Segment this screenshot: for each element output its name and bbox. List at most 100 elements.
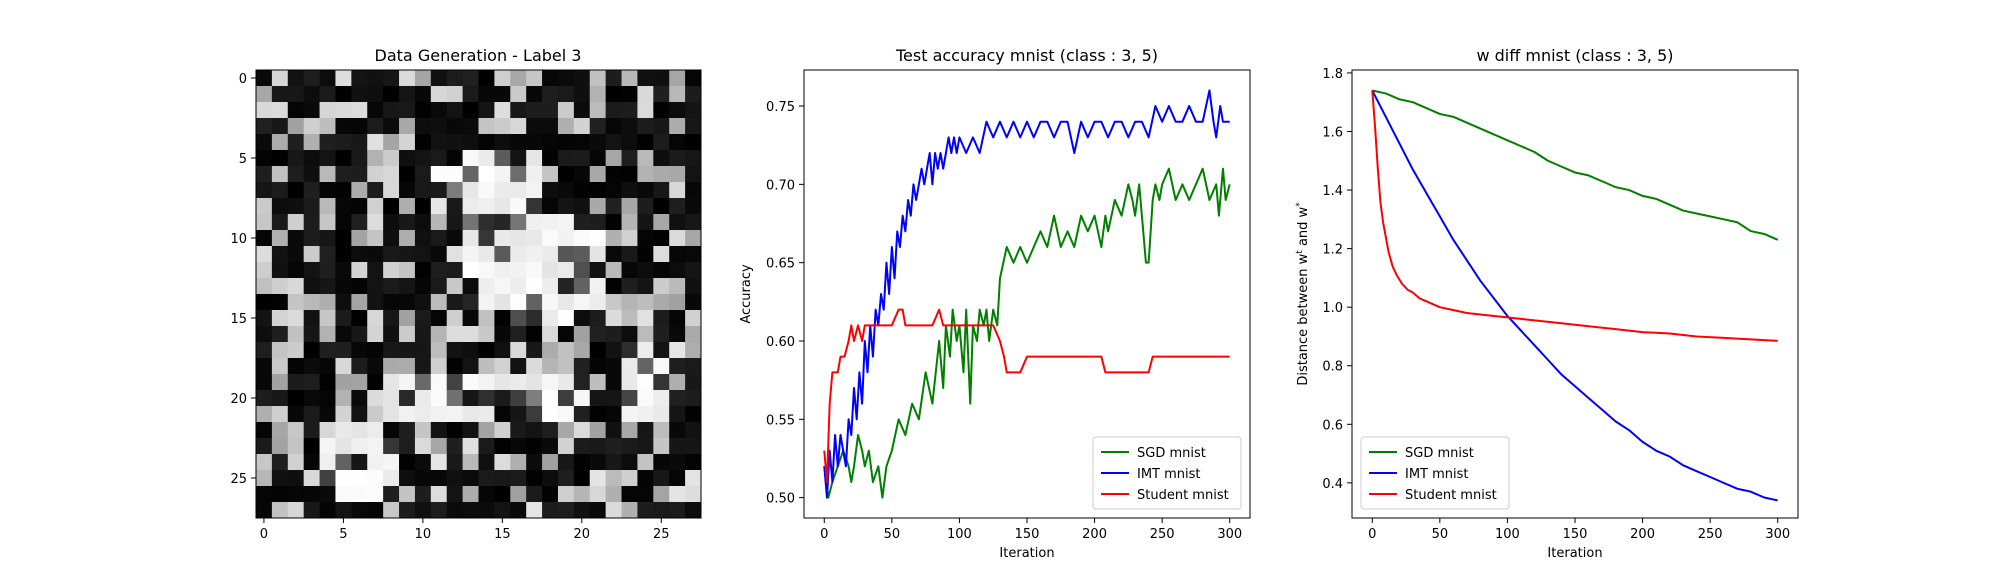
heatmap-cell [605,262,623,279]
heatmap-cell [542,486,559,503]
heatmap-cell [430,358,448,375]
heatmap-cell [287,294,305,311]
heatmap-cell [478,454,495,471]
heatmap-cell [685,454,702,471]
heatmap-cell [510,214,527,231]
heatmap-x-tick-label: 0 [260,527,268,542]
heatmap-cell [653,214,670,231]
heatmap-cell [605,422,623,439]
heatmap-cell [367,134,384,151]
heatmap-cell [414,118,432,135]
heatmap-cell [542,198,559,215]
heatmap-cell [383,166,400,183]
heatmap-cell [605,470,623,487]
heatmap-cell [494,230,511,247]
heatmap-cell [621,262,638,279]
heatmap-cell [303,406,321,423]
heatmap-cell [494,150,511,167]
heatmap-cell [430,70,448,87]
heatmap-cell [526,486,543,503]
heatmap-cell [256,278,273,295]
heatmap-cell [335,134,352,151]
heatmap-cell [446,118,464,135]
accuracy-x-tick-label: 200 [1082,527,1107,542]
heatmap-cell [653,502,670,519]
heatmap-cell [271,438,289,455]
heatmap-cell [621,230,638,247]
heatmap-cell [653,358,670,375]
heatmap-cell [526,406,543,423]
heatmap-cell [462,406,479,423]
heatmap-cell [335,230,352,247]
heatmap-cell [557,422,575,439]
heatmap-cell [573,70,591,87]
heatmap-cell [557,374,575,391]
heatmap-cell [335,438,352,455]
heatmap-cell [271,358,289,375]
heatmap-cell [462,246,479,263]
heatmap-cell [414,374,432,391]
heatmap-cell [287,502,305,519]
heatmap-cell [494,166,511,183]
heatmap-cell [526,230,543,247]
wdiff-x-tick-label: 250 [1698,527,1723,542]
heatmap-cell [605,326,623,343]
heatmap-cell [367,278,384,295]
heatmap-cell [542,406,559,423]
heatmap-cell [430,390,448,407]
heatmap-cell [637,86,654,103]
accuracy-y-ticks: 0.50 0.55 0.60 0.65 0.70 0.75 [766,100,804,507]
heatmap-cell [589,70,607,87]
heatmap-cell [653,326,670,343]
heatmap-cell [685,486,702,503]
heatmap-cell [494,70,511,87]
heatmap-cell [256,246,273,263]
heatmap-cell [399,438,416,455]
heatmap-cell [589,486,607,503]
heatmap-cell [653,470,670,487]
wdiff-y-label-main: Distance between w [1296,253,1311,385]
heatmap-cell [351,214,368,231]
heatmap-cell [653,278,670,295]
heatmap-cell [685,502,702,519]
heatmap-cell [494,406,511,423]
heatmap-cell [399,70,416,87]
heatmap-cell [287,134,305,151]
heatmap-cell [653,230,670,247]
heatmap-cell [589,262,607,279]
heatmap-cell [414,358,432,375]
heatmap-cell [319,70,336,87]
heatmap-cell [526,294,543,311]
heatmap-cell [462,198,479,215]
heatmap-cell [256,86,273,103]
heatmap-cell [557,454,575,471]
heatmap-cell [399,118,416,135]
heatmap-cell [446,150,464,167]
heatmap-cell [557,438,575,455]
heatmap-cell [542,214,559,231]
heatmap-cell [271,198,289,215]
heatmap-cell [446,502,464,519]
heatmap-cell [351,70,368,87]
heatmap-cell [399,358,416,375]
heatmap-cell [478,278,495,295]
heatmap-cell [351,422,368,439]
wdiff-y-ticks: 0.4 0.6 0.8 1.0 1.2 1.4 1.6 1.8 [1322,67,1352,492]
heatmap-cell [287,182,305,199]
heatmap-cell [271,262,289,279]
heatmap-cell [351,358,368,375]
heatmap-cell [542,374,559,391]
heatmap-cell [256,326,273,343]
heatmap-cell [637,326,654,343]
heatmap-cell [399,86,416,103]
heatmap-cell [557,486,575,503]
heatmap-cell [367,326,384,343]
heatmap-cell [319,134,336,151]
heatmap-cell [685,118,702,135]
heatmap-cell [478,374,495,391]
heatmap-cell [573,246,591,263]
heatmap-cell [526,278,543,295]
heatmap-cell [685,246,702,263]
heatmap-cell [510,454,527,471]
heatmap-cell [669,406,686,423]
